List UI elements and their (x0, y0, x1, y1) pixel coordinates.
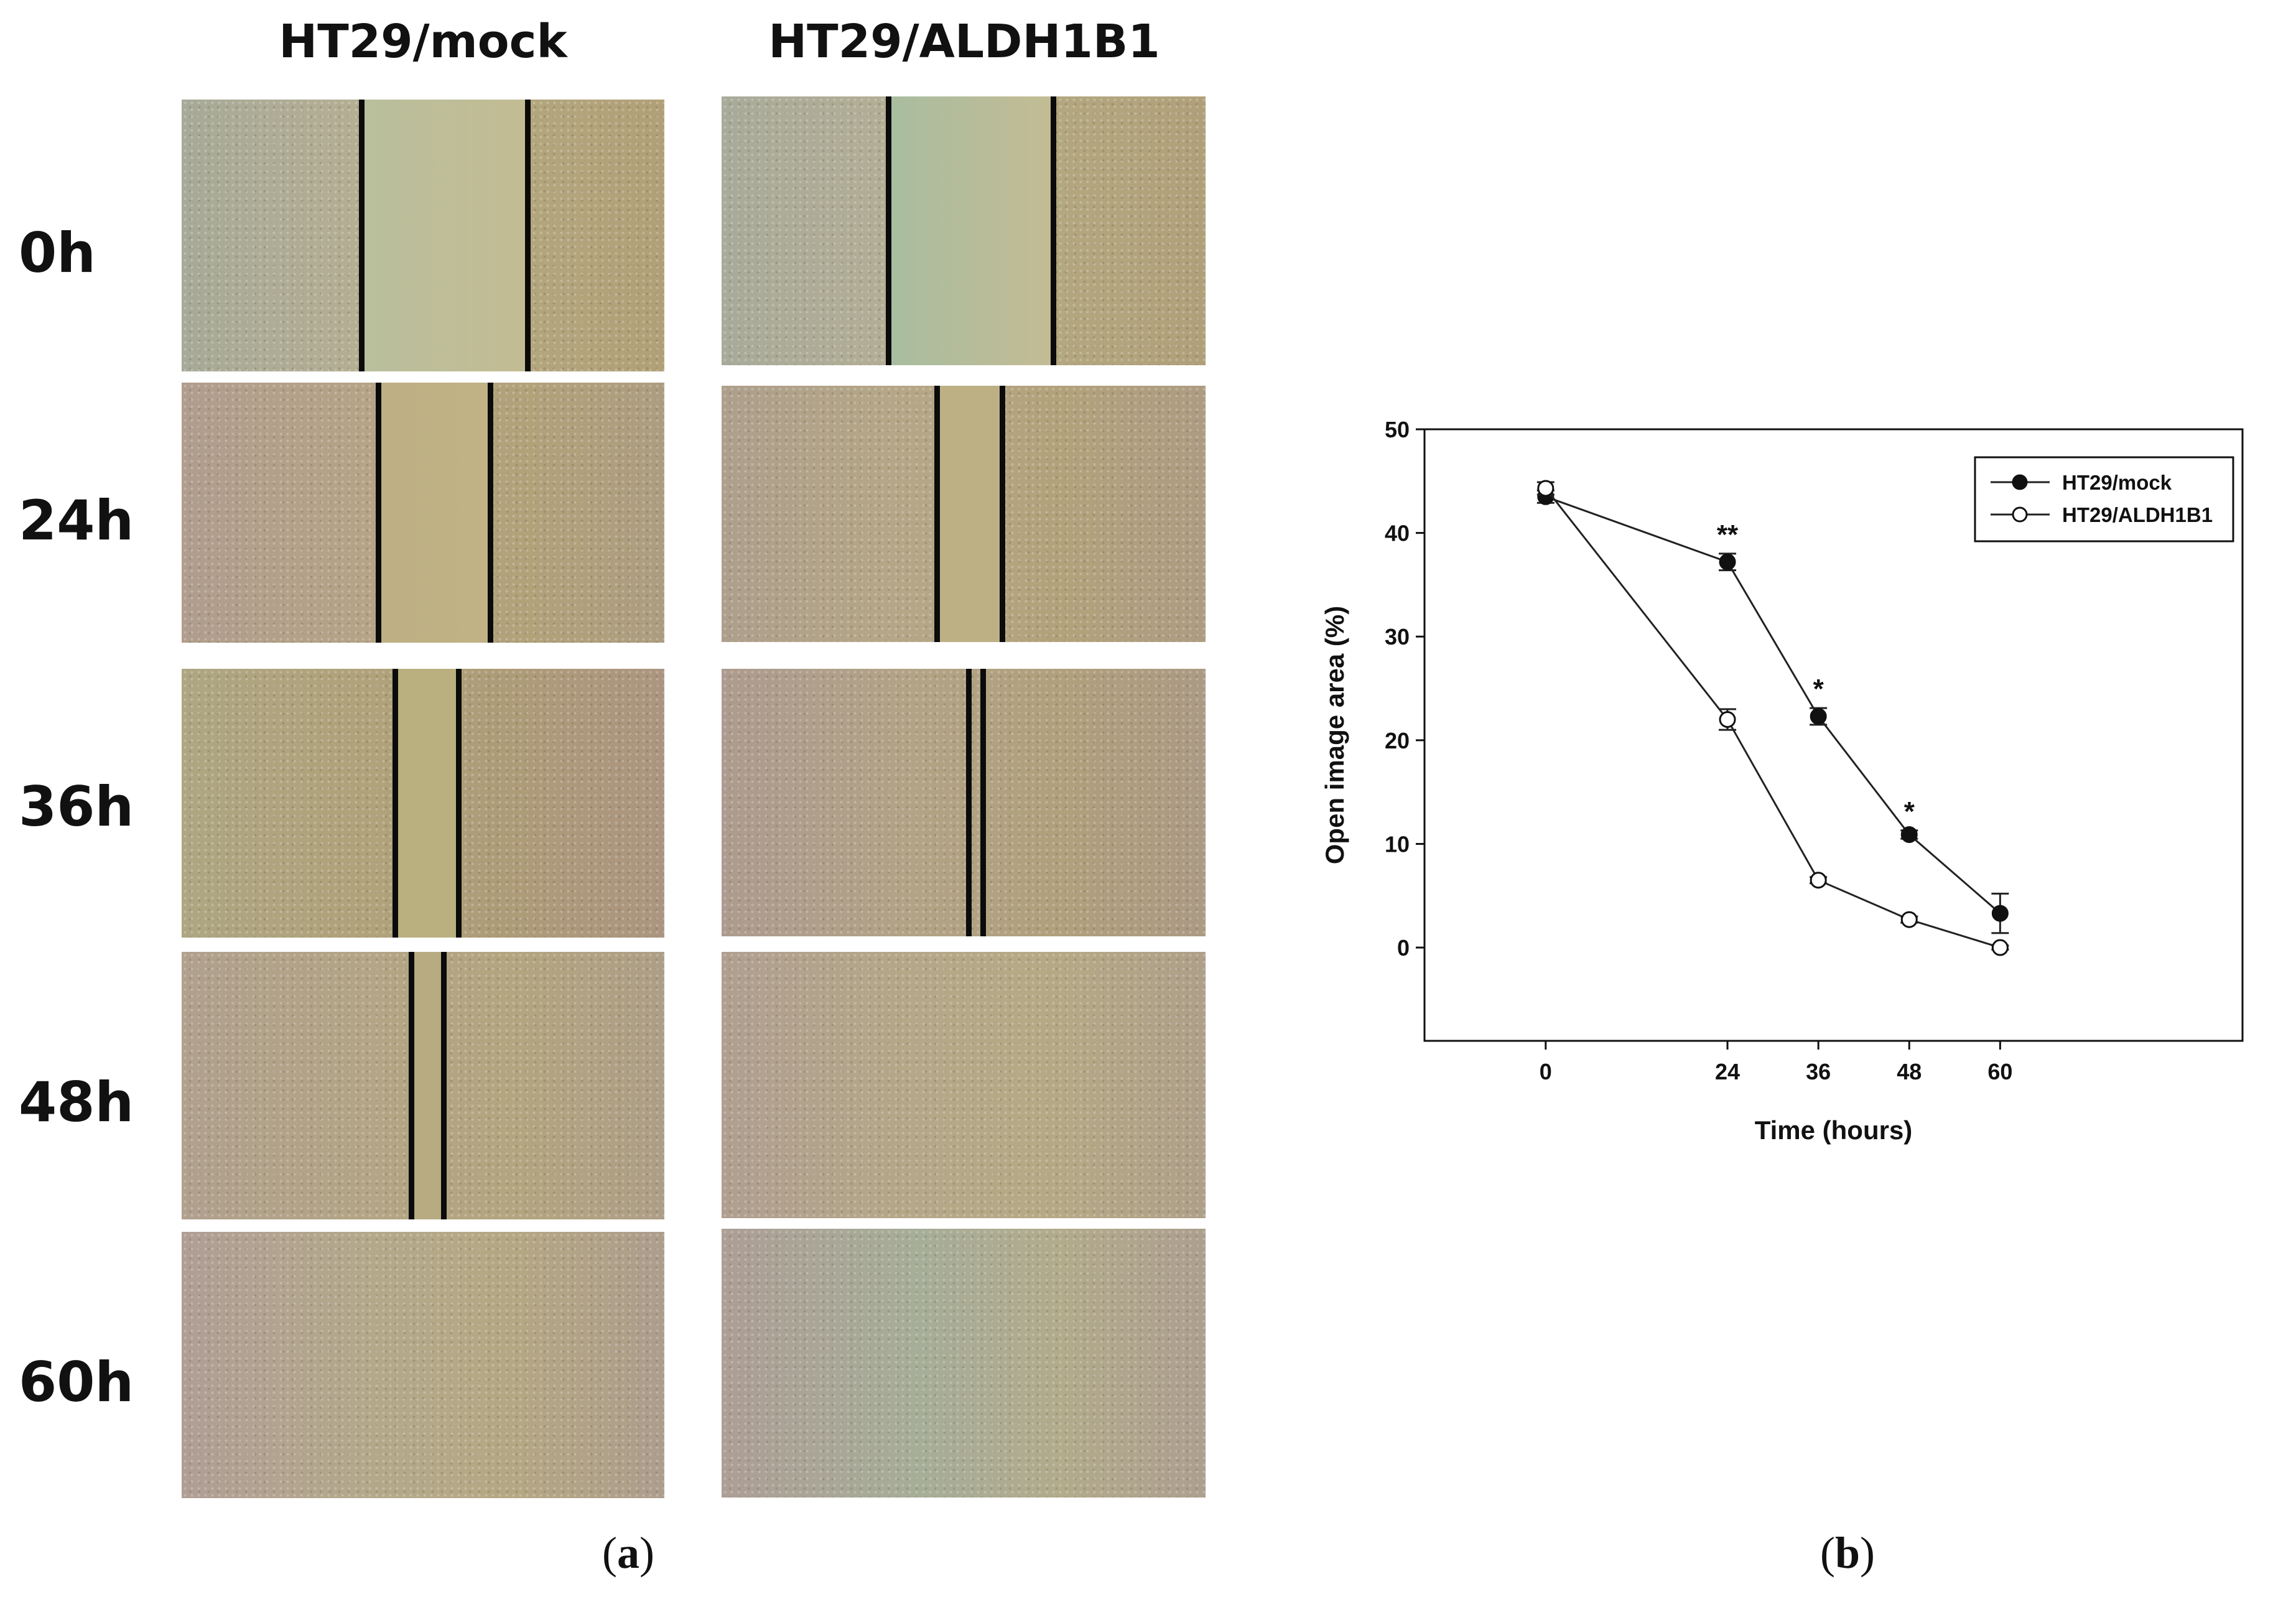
data-point-aldh1b1-36 (1810, 872, 1827, 889)
micrograph-mock-48h (182, 952, 664, 1219)
row-label-60h: 60h (19, 1350, 134, 1414)
x-tick-label-60: 60 (1987, 1059, 2012, 1084)
data-point-mock-36 (1810, 708, 1827, 725)
y-tick-label-20: 20 (1385, 728, 1410, 753)
data-point-mock-48 (1900, 826, 1918, 843)
significance-marker-24: ** (1717, 519, 1739, 550)
data-point-mock-24 (1719, 553, 1736, 571)
y-tick-label-40: 40 (1385, 521, 1410, 546)
caption-b: (b) (1820, 1528, 1875, 1578)
row-label-48h: 48h (19, 1070, 134, 1134)
x-tick-label-0: 0 (1540, 1059, 1552, 1084)
y-axis-title: Open image area (%) (1320, 606, 1349, 864)
plot-frame (1423, 428, 2244, 1042)
micrograph-mock-36h (182, 669, 664, 938)
data-point-aldh1b1-60 (1991, 939, 2009, 956)
column-header-mock: HT29/mock (279, 15, 567, 68)
x-tick-label-36: 36 (1806, 1059, 1831, 1084)
data-point-aldh1b1-48 (1900, 911, 1918, 928)
micrograph-mock-0h (182, 100, 664, 371)
series-line-aldh1b1 (1545, 488, 2001, 949)
significance-marker-36: * (1813, 674, 1824, 704)
micrograph-mock-60h (182, 1232, 664, 1498)
legend-box (1974, 456, 2234, 543)
data-point-aldh1b1-0 (1537, 480, 1555, 497)
micrograph-mock-24h (182, 383, 664, 643)
series-line-mock (1545, 495, 2001, 915)
legend-label-aldh1b1: HT29/ALDH1B1 (2062, 503, 2213, 526)
column-header-aldh1b1: HT29/ALDH1B1 (768, 15, 1160, 68)
micrograph-aldh1b1-48h (722, 952, 1206, 1218)
x-tick-label-48: 48 (1897, 1059, 1922, 1084)
legend-marker-aldh1b1 (2012, 506, 2028, 523)
x-tick-label-24: 24 (1715, 1059, 1740, 1084)
y-tick-label-30: 30 (1385, 624, 1410, 650)
legend-label-mock: HT29/mock (2062, 471, 2172, 494)
row-label-36h: 36h (19, 775, 134, 839)
data-point-aldh1b1-24 (1719, 711, 1736, 729)
micrograph-aldh1b1-36h (722, 669, 1206, 936)
significance-marker-48: * (1904, 796, 1915, 827)
y-tick-label-50: 50 (1385, 417, 1410, 442)
data-point-mock-60 (1991, 905, 2009, 922)
caption-a: (a) (602, 1528, 654, 1578)
y-tick-label-10: 10 (1385, 831, 1410, 857)
x-axis-title: Time (hours) (1755, 1116, 1913, 1145)
y-tick-label-0: 0 (1397, 935, 1410, 961)
micrograph-aldh1b1-24h (722, 386, 1206, 642)
micrograph-aldh1b1-0h (722, 96, 1206, 365)
legend-marker-mock (2012, 474, 2028, 490)
row-label-0h: 0h (19, 221, 96, 285)
micrograph-aldh1b1-60h (722, 1229, 1206, 1498)
row-label-24h: 24h (19, 488, 134, 552)
